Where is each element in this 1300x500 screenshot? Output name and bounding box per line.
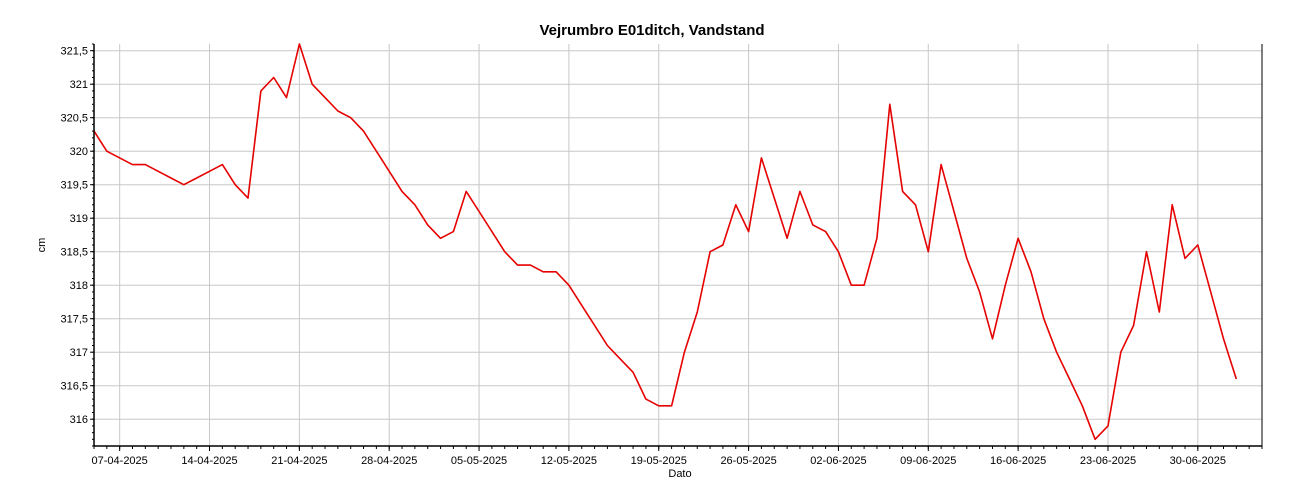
x-tick-label: 02-06-2025 (810, 455, 866, 467)
x-tick-label: 05-05-2025 (451, 455, 507, 467)
series-line (93, 43, 1238, 441)
y-tick-label: 320,5 (60, 113, 88, 125)
chart-title: Vejrumbro E01ditch, Vandstand (539, 22, 764, 39)
y-ticks: 316 316,5 317 317,5 318 318,5 319 319,5 320 320,5… (60, 43, 94, 447)
x-tick-label: 12-05-2025 (541, 455, 597, 467)
x-tick-label: 28-04-2025 (361, 455, 417, 467)
x-tick-label: 14-04-2025 (181, 455, 237, 467)
y-tick-label: 321 (70, 79, 88, 91)
x-tick-label: 07-04-2025 (92, 455, 148, 467)
y-tick-label: 319,5 (60, 180, 88, 192)
x-tick-label: 26-05-2025 (720, 455, 776, 467)
x-tick-label: 16-06-2025 (990, 455, 1046, 467)
x-tick-label: 23-06-2025 (1080, 455, 1136, 467)
x-ticks: 07-04-2025 14-04-2025 21-04-2025 28-04-2025… (92, 446, 1263, 467)
y-tick-label: 320 (70, 146, 88, 158)
y-tick-label: 318 (70, 280, 88, 292)
y-tick-label: 316,5 (60, 381, 88, 393)
y-tick-label: 317 (70, 347, 88, 359)
x-tick-label: 09-06-2025 (900, 455, 956, 467)
y-tick-label: 321,5 (60, 46, 88, 58)
x-tick-label: 19-05-2025 (631, 455, 687, 467)
y-tick-label: 318,5 (60, 247, 88, 259)
y-tick-label: 317,5 (60, 314, 88, 326)
x-tick-label: 21-04-2025 (271, 455, 327, 467)
y-tick-label: 319 (70, 213, 88, 225)
series-layer (93, 43, 1238, 441)
y-axis-label: cm (36, 238, 48, 253)
y-tick-label: 316 (70, 414, 88, 426)
x-tick-label: 30-06-2025 (1170, 455, 1226, 467)
x-axis-label: Dato (668, 468, 691, 480)
grid (94, 44, 1262, 446)
